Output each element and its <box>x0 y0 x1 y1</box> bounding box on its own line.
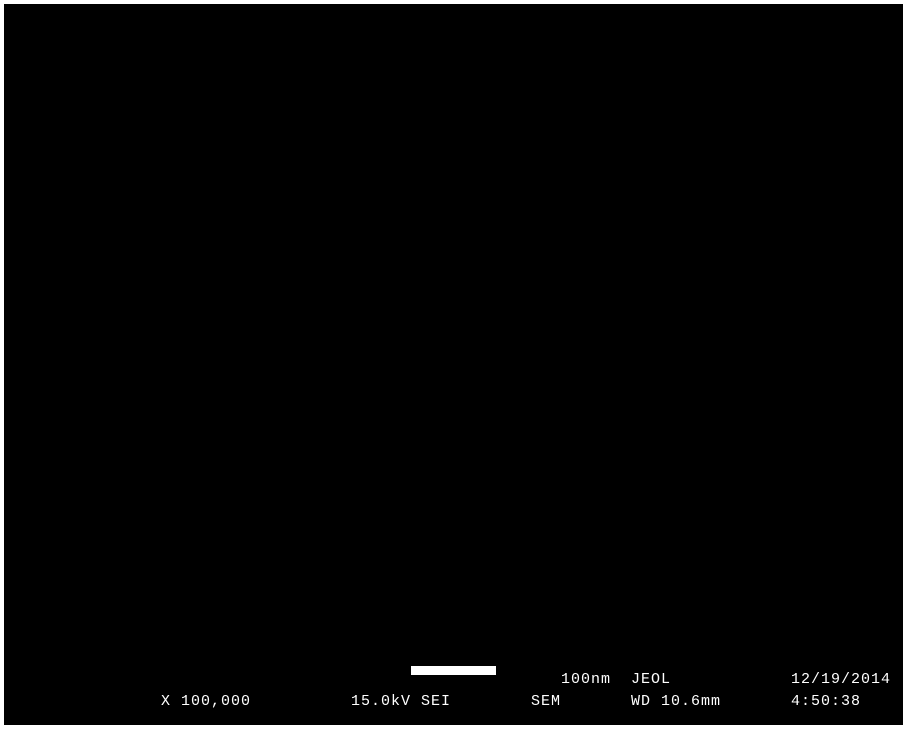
sem-frame: 100nm JEOL 12/19/2014 X 100,000 15.0kV S… <box>4 4 903 725</box>
scale-label: 100nm <box>561 671 611 688</box>
voltage-mode-label: 15.0kV SEI <box>351 693 451 710</box>
magnification-label: X 100,000 <box>161 693 251 710</box>
time-label: 4:50:38 <box>791 693 861 710</box>
date-label: 12/19/2014 <box>791 671 891 688</box>
wd-label: WD 10.6mm <box>631 693 721 710</box>
sem-status-bar: 100nm JEOL 12/19/2014 X 100,000 15.0kV S… <box>5 668 902 724</box>
manufacturer-label: JEOL <box>631 671 671 688</box>
mode-label: SEM <box>531 693 561 710</box>
scale-bar <box>411 666 496 675</box>
sem-image-area <box>5 5 902 668</box>
